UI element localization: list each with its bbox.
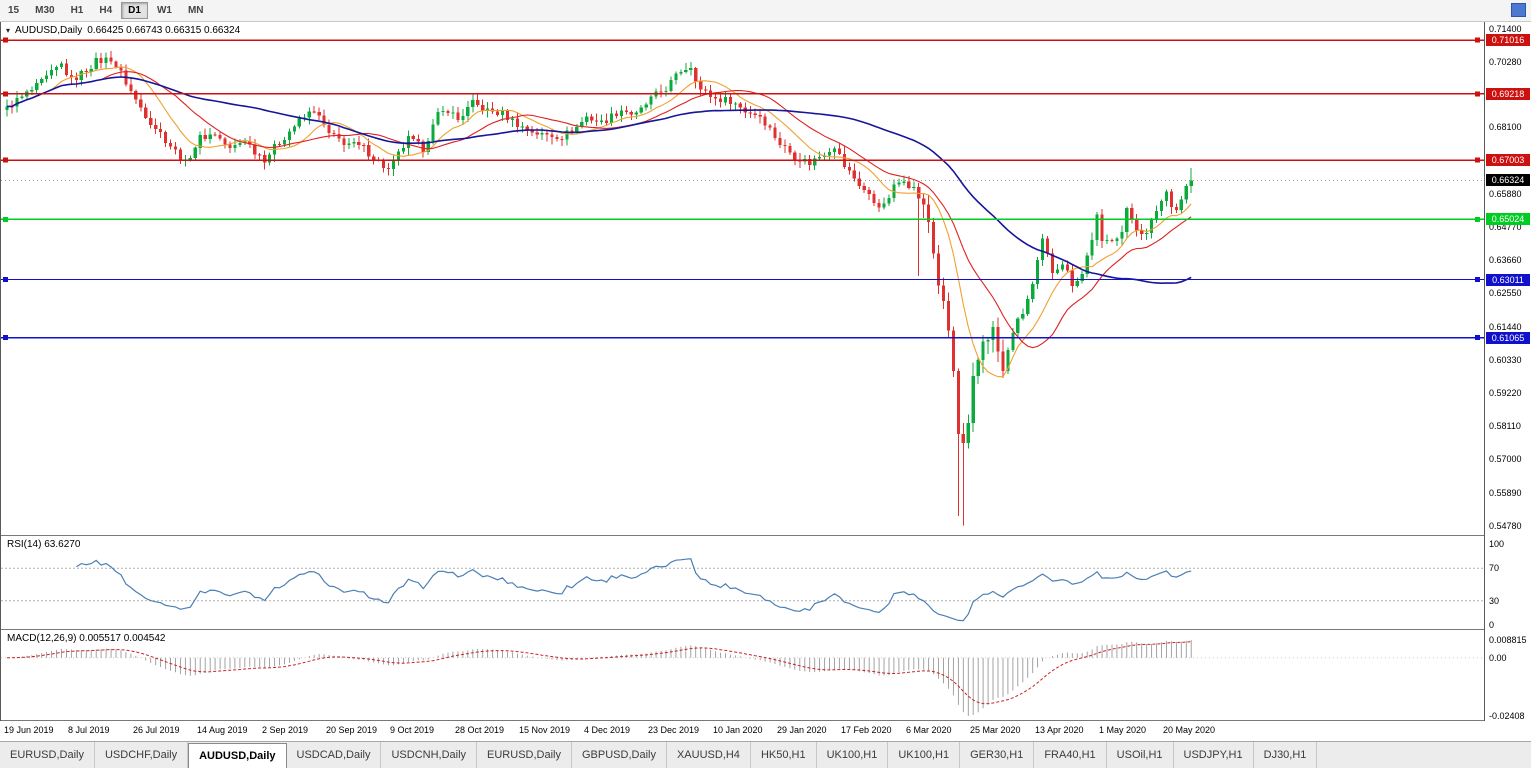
time-axis-label: 9 Oct 2019 <box>390 725 435 735</box>
price-level-badge[interactable]: 0.69218 <box>1486 88 1530 100</box>
price-level-badge[interactable]: 0.71016 <box>1486 34 1530 46</box>
price-axis-tick: 0.62550 <box>1489 288 1522 298</box>
chart-tab-fra40-h1[interactable]: FRA40,H1 <box>1034 742 1107 768</box>
price-axis-tick: 0.65880 <box>1489 189 1522 199</box>
price-level-badge[interactable]: 0.61065 <box>1486 332 1530 344</box>
chart-tab-xauusd-h4[interactable]: XAUUSD,H4 <box>667 742 751 768</box>
price-level-badge[interactable]: 0.67003 <box>1486 154 1530 166</box>
chart-tab-usoil-h1[interactable]: USOil,H1 <box>1107 742 1174 768</box>
time-axis-label: 29 Jan 2020 <box>777 725 827 735</box>
time-axis-label: 15 Nov 2019 <box>519 725 571 735</box>
candlestick-chart[interactable] <box>1 22 1484 535</box>
timeframe-toolbar: 15 M30 H1 H4 D1 W1 MN <box>0 0 1531 22</box>
timeframe-button-w1[interactable]: W1 <box>156 5 172 16</box>
chevron-down-icon: ▾ <box>6 26 11 35</box>
chart-area: ▾ AUDUSD,Daily 0.66425 0.66743 0.66315 0… <box>0 22 1485 721</box>
price-axis-tick: 0.68100 <box>1489 122 1522 132</box>
macd-histogram <box>16 640 1192 716</box>
rsi-axis-tick: 30 <box>1489 596 1500 606</box>
timeframe-button-d1[interactable]: D1 <box>121 2 148 19</box>
chart-tab-usdcad-daily[interactable]: USDCAD,Daily <box>287 742 382 768</box>
current-price-badge: 0.66324 <box>1486 174 1530 186</box>
macd-label: MACD(12,26,9) 0.005517 0.004542 <box>7 633 166 644</box>
macd-axis-tick: 0.00 <box>1489 653 1507 663</box>
price-axis[interactable]: 0.71400 0.70280 0.68100 0.65880 0.64770 0.636… <box>1485 22 1531 721</box>
macd-panel[interactable]: MACD(12,26,9) 0.005517 0.004542 <box>1 630 1484 721</box>
rsi-axis-tick: 70 <box>1489 563 1500 573</box>
chart-tab-eurusd-daily[interactable]: EURUSD,Daily <box>477 742 572 768</box>
time-axis-label: 8 Jul 2019 <box>68 725 110 735</box>
chart-tab-uk100-h1[interactable]: UK100,H1 <box>888 742 961 768</box>
timeframe-button-15[interactable]: 15 <box>8 5 20 16</box>
rsi-chart[interactable] <box>1 536 1484 629</box>
chart-tab-eurusd-daily[interactable]: EURUSD,Daily <box>0 742 95 768</box>
price-axis-tick: 0.57000 <box>1489 454 1522 464</box>
time-axis-label: 20 Sep 2019 <box>326 725 378 735</box>
time-axis-label: 13 Apr 2020 <box>1035 725 1084 735</box>
rsi-axis-tick: 100 <box>1489 539 1505 549</box>
time-axis-label: 14 Aug 2019 <box>197 725 248 735</box>
chart-tab-dj30-h1[interactable]: DJ30,H1 <box>1254 742 1318 768</box>
price-axis-tick: 0.63660 <box>1489 255 1522 265</box>
price-axis-tick: 0.59220 <box>1489 388 1522 398</box>
time-axis-label: 25 Mar 2020 <box>970 725 1021 735</box>
macd-chart[interactable] <box>1 630 1484 720</box>
price-axis-tick: 0.60330 <box>1489 355 1522 365</box>
symbol-label: AUDUSD,Daily <box>15 25 83 36</box>
ohlc-values: 0.66425 0.66743 0.66315 0.66324 <box>87 25 241 36</box>
time-axis-label: 4 Dec 2019 <box>584 725 631 735</box>
timeframe-button-h1[interactable]: H1 <box>70 5 84 16</box>
rsi-label: RSI(14) 63.6270 <box>7 539 81 550</box>
price-panel[interactable]: ▾ AUDUSD,Daily 0.66425 0.66743 0.66315 0… <box>1 22 1484 536</box>
chart-tab-uk100-h1[interactable]: UK100,H1 <box>817 742 889 768</box>
price-level-badge[interactable]: 0.63011 <box>1486 274 1530 286</box>
time-axis-label: 1 May 2020 <box>1099 725 1147 735</box>
rsi-axis-tick: 0 <box>1489 620 1495 630</box>
candlesticks <box>5 51 1193 526</box>
timeframe-button-h4[interactable]: H4 <box>99 5 113 16</box>
time-axis-label: 28 Oct 2019 <box>455 725 505 735</box>
time-axis-label: 17 Feb 2020 <box>841 725 892 735</box>
price-axis-tick: 0.54780 <box>1489 521 1522 531</box>
chart-tab-hk50-h1[interactable]: HK50,H1 <box>751 742 817 768</box>
timeframe-button-m30[interactable]: M30 <box>35 5 55 16</box>
price-axis-tick: 0.71400 <box>1489 24 1522 34</box>
chart-tabs-bar: EURUSD,Daily USDCHF,Daily AUDUSD,Daily USDC… <box>0 741 1531 768</box>
horizontal-levels[interactable] <box>1 37 1484 341</box>
chart-tab-usdcnh-daily[interactable]: USDCNH,Daily <box>381 742 478 768</box>
time-axis-label: 10 Jan 2020 <box>713 725 763 735</box>
rsi-panel[interactable]: RSI(14) 63.6270 <box>1 536 1484 630</box>
time-axis-label: 20 May 2020 <box>1163 725 1216 735</box>
price-axis-tick: 0.64770 <box>1489 222 1522 232</box>
price-axis-tick: 0.70280 <box>1489 57 1522 67</box>
chart-symbol-header[interactable]: ▾ AUDUSD,Daily 0.66425 0.66743 0.66315 0… <box>6 25 240 36</box>
moving-averages <box>7 66 1192 378</box>
macd-axis-tick: -0.02408 <box>1489 711 1525 721</box>
price-level-badge[interactable]: 0.65024 <box>1486 213 1530 225</box>
time-axis-label: 2 Sep 2019 <box>262 725 309 735</box>
chart-tab-gbpusd-daily[interactable]: GBPUSD,Daily <box>572 742 667 768</box>
macd-axis-tick: 0.008815 <box>1489 635 1527 645</box>
time-axis-label: 23 Dec 2019 <box>648 725 700 735</box>
timeframe-button-mn[interactable]: MN <box>187 5 204 16</box>
time-axis-label: 6 Mar 2020 <box>906 725 952 735</box>
price-axis-tick: 0.55890 <box>1489 488 1522 498</box>
price-axis-tick: 0.61440 <box>1489 322 1522 332</box>
price-axis-tick: 0.58110 <box>1489 421 1521 431</box>
chart-tab-usdchf-daily[interactable]: USDCHF,Daily <box>95 742 189 768</box>
chart-tab-audusd-daily[interactable]: AUDUSD,Daily <box>188 743 287 768</box>
time-axis[interactable]: 19 Jun 2019 8 Jul 2019 26 Jul 2019 14 Aug 2… <box>0 721 1485 741</box>
chart-shift-button[interactable] <box>1511 3 1526 17</box>
time-axis-label: 19 Jun 2019 <box>4 725 54 735</box>
chart-tab-ger30-h1[interactable]: GER30,H1 <box>960 742 1035 768</box>
time-axis-label: 26 Jul 2019 <box>133 725 180 735</box>
chart-tab-usdjpy-h1[interactable]: USDJPY,H1 <box>1174 742 1254 768</box>
